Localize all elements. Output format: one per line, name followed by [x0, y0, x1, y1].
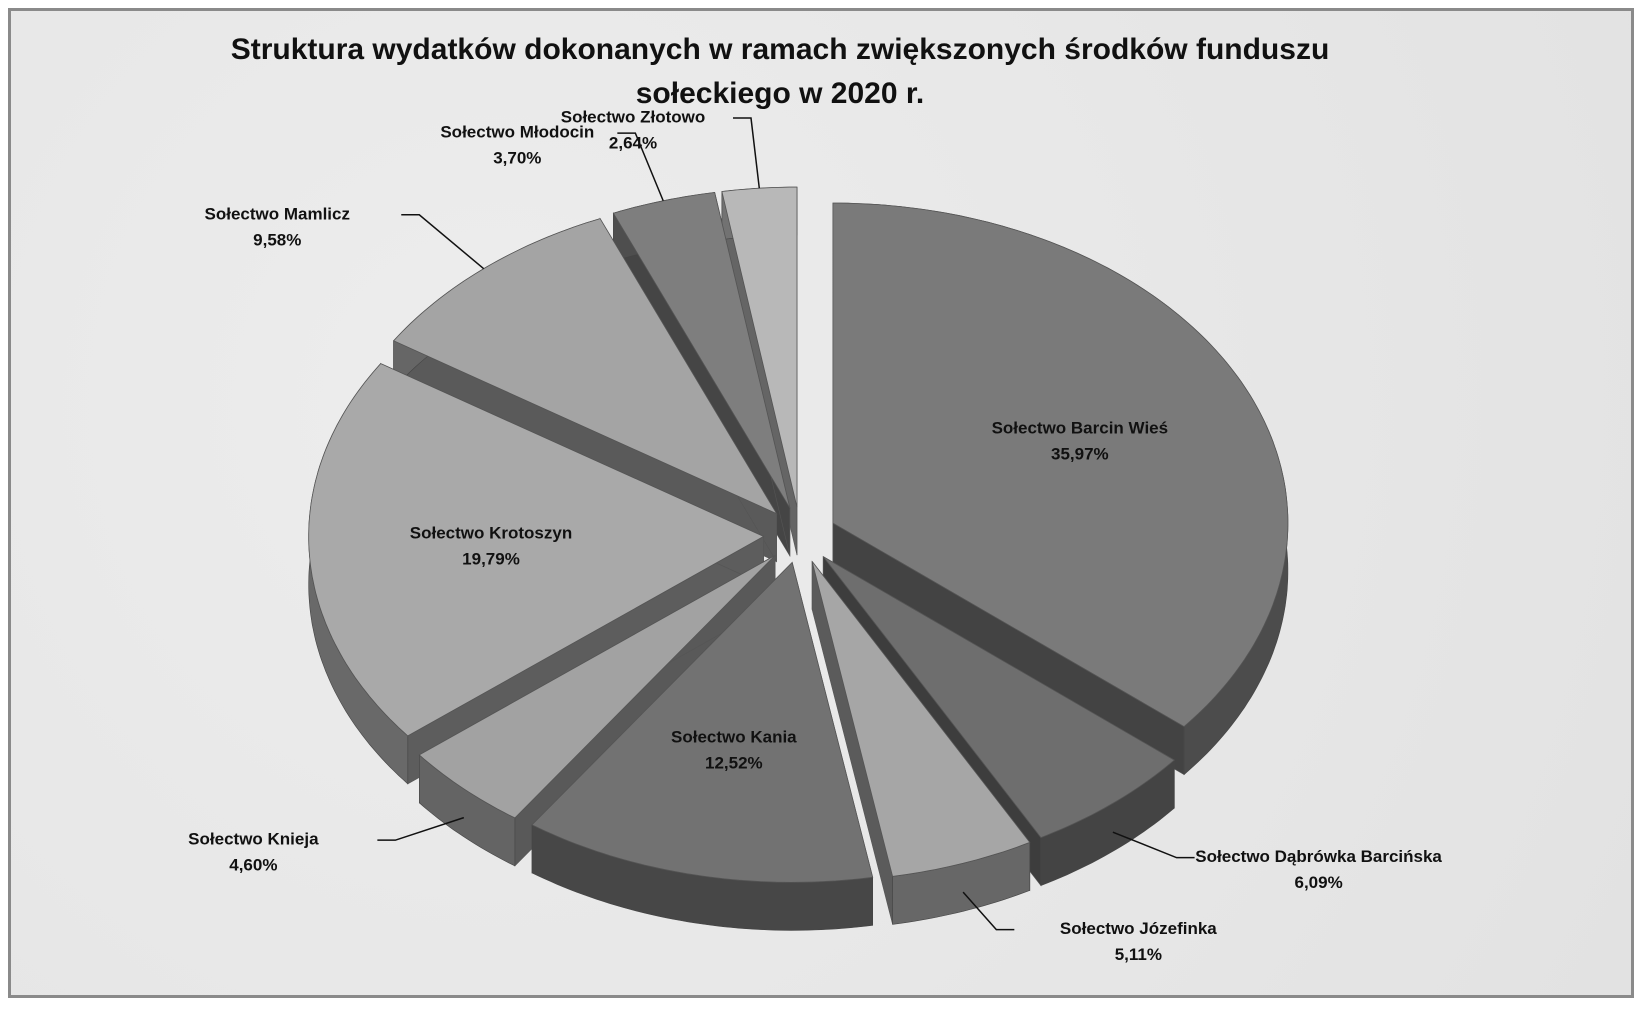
slice	[822, 556, 1175, 839]
slice	[721, 186, 798, 508]
slice-label: Sołectwo Złotowo	[561, 108, 706, 127]
slice-label: Sołectwo Kania	[671, 727, 797, 746]
slice-label: Sołectwo Mamlicz	[205, 204, 350, 223]
slice-group	[531, 561, 874, 931]
leader-line	[377, 816, 465, 841]
leader-line	[617, 132, 664, 202]
slice	[418, 555, 776, 819]
slice	[392, 218, 778, 515]
value-label: 4,60%	[229, 856, 277, 875]
leader-line	[732, 117, 761, 189]
slice-group	[832, 202, 1289, 776]
value-label: 35,97%	[1051, 445, 1109, 464]
slice	[832, 202, 1289, 728]
slice-group	[308, 362, 765, 785]
chart-title: Struktura wydatków dokonanych w ramach z…	[230, 33, 1330, 110]
slice-group	[811, 560, 1031, 925]
slice	[531, 561, 874, 883]
slice-label: Sołectwo Dąbrówka Barcińska	[1195, 847, 1442, 866]
slice-label: Sołectwo Młodocin	[440, 123, 594, 142]
value-label: 5,11%	[1115, 945, 1162, 964]
leader-line	[962, 891, 1015, 931]
slice-label: Sołectwo Barcin Wieś	[992, 419, 1169, 438]
value-label: 6,09%	[1295, 873, 1343, 892]
value-label: 19,79%	[462, 550, 520, 569]
leader-line	[1112, 831, 1195, 859]
slice	[811, 561, 1031, 877]
value-label: 12,52%	[705, 753, 763, 772]
value-label: 2,64%	[609, 134, 657, 153]
leader-line	[401, 214, 485, 270]
slice	[612, 192, 791, 509]
slice	[308, 363, 765, 737]
slice-label: Sołectwo Józefinka	[1060, 919, 1217, 938]
slice-label: Sołectwo Knieja	[188, 830, 319, 849]
value-label: 3,70%	[493, 149, 541, 168]
slice-label: Sołectwo Krotoszyn	[410, 524, 572, 543]
value-label: 9,58%	[253, 230, 301, 249]
